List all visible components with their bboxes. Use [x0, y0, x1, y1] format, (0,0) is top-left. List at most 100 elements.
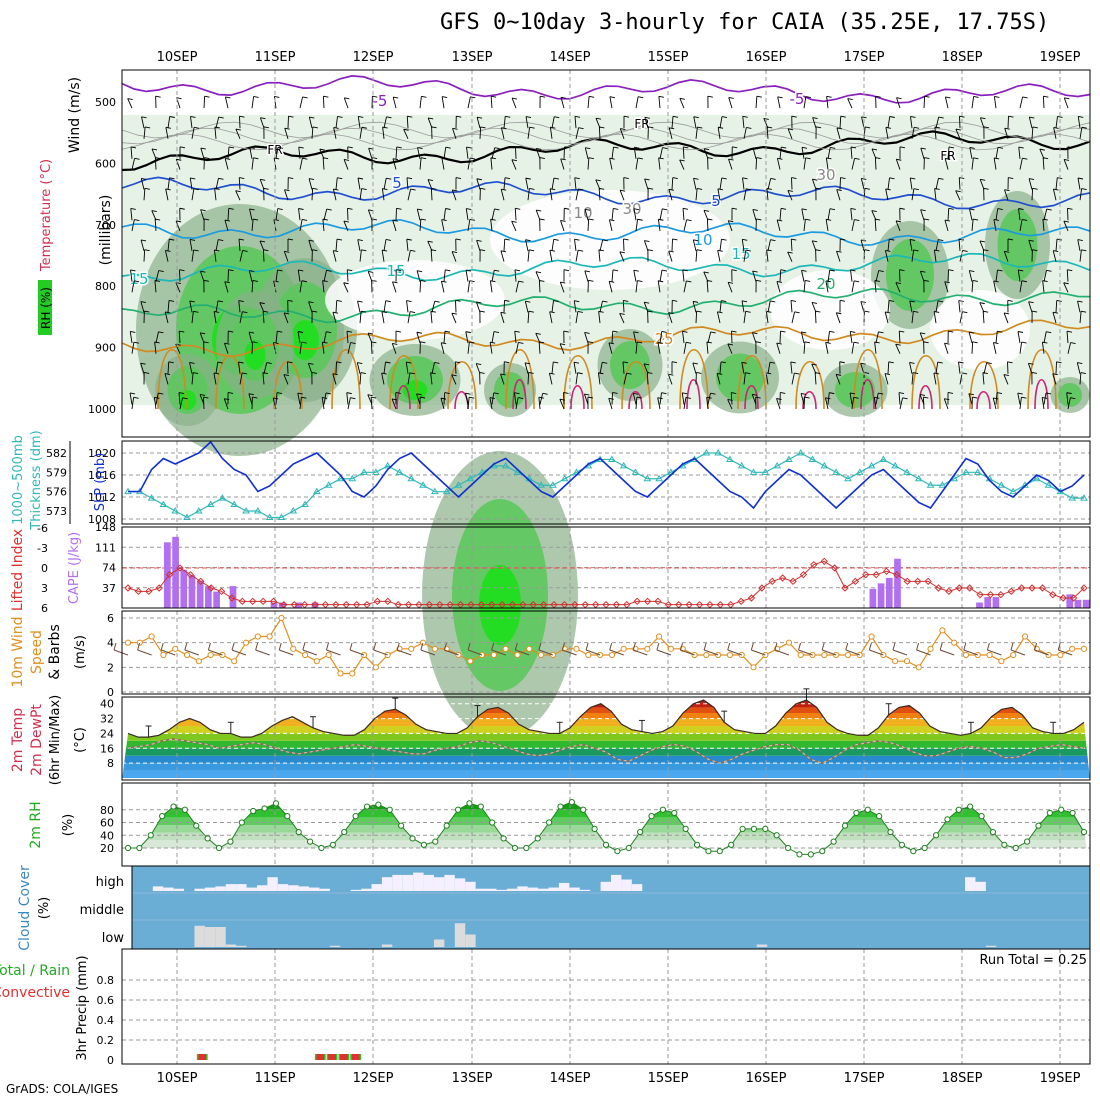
wind-barb — [392, 281, 397, 293]
wind-barb-flag — [707, 218, 713, 221]
wind-barb — [239, 311, 243, 324]
wind-barb-flag — [1081, 126, 1087, 129]
wind-barb-flag — [598, 310, 604, 313]
temp-band — [122, 770, 1090, 778]
wind-barb-flag — [1056, 299, 1062, 302]
wind-barb-flag — [1070, 397, 1076, 400]
wind10m-barb — [161, 649, 176, 656]
wind-barb — [935, 116, 940, 129]
wind-barb — [359, 372, 362, 385]
wind-barb — [527, 311, 530, 324]
wind-barb-flag — [263, 126, 269, 129]
wind-barb-flag — [801, 269, 807, 272]
wind10m-barb-flag — [373, 642, 377, 651]
wind-barb-flag — [885, 126, 891, 129]
wind-barb — [407, 188, 412, 201]
lifted-index-line-point — [197, 577, 205, 586]
wind-barb-flag — [899, 146, 906, 149]
wind10m-barb — [1034, 649, 1049, 656]
wind-barb-flag — [770, 300, 776, 303]
wind-barb-flag — [661, 269, 668, 272]
wind-barb — [467, 341, 470, 354]
wind-speed-line-point — [514, 651, 521, 659]
wind-barb-flag — [920, 147, 926, 150]
wind-barb — [993, 157, 997, 170]
wind-barb — [800, 393, 805, 405]
wind-barb — [151, 148, 157, 160]
wind-barb-flag — [203, 341, 209, 344]
wind-barb — [515, 397, 519, 410]
wind-barb-flag — [228, 269, 234, 272]
wind-barb-flag — [416, 270, 423, 273]
wind-barb-flag — [242, 311, 248, 314]
wind-barb-flag — [1007, 361, 1013, 364]
wind-barb-flag — [584, 270, 590, 273]
wind10m-barb — [1010, 649, 1026, 656]
wind-barb — [898, 392, 901, 405]
cape-bar — [172, 536, 179, 608]
wind-barb-flag — [923, 396, 929, 399]
wind-barb — [235, 128, 241, 140]
wind-barb-flag — [800, 393, 807, 395]
wind-speed-line-point — [762, 651, 769, 659]
cloud-high-bar — [298, 886, 310, 891]
wind-barb — [803, 219, 806, 231]
rh-line-point — [580, 806, 587, 813]
wind-barb — [308, 178, 313, 190]
lifted-index-line-point — [747, 594, 756, 602]
wind-barb-flag — [777, 219, 783, 222]
wind-barb — [1028, 178, 1033, 190]
wind-barb-flag — [860, 362, 866, 365]
wind-barb — [214, 126, 217, 139]
wind-barb — [259, 179, 265, 190]
wind-barb-flag — [955, 190, 961, 193]
wind-barb-flag — [141, 177, 147, 180]
rh-line-point — [591, 825, 598, 832]
x-tick-label-top: 15SEP — [648, 50, 689, 65]
lifted-index-line-point — [893, 570, 901, 579]
wind-barb — [703, 210, 709, 221]
wind-barb-flag — [490, 341, 496, 344]
cloud-side-label: Cloud Cover — [17, 865, 33, 951]
wind-barb-flag — [574, 238, 580, 241]
wind-barb-flag — [312, 187, 318, 190]
wind-barb — [791, 311, 796, 324]
wind-barb — [200, 209, 205, 221]
wind10m-barb — [184, 649, 199, 656]
rh-line-point — [170, 803, 177, 810]
wind-barb-flag — [815, 249, 821, 252]
wind-barb-flag — [501, 188, 507, 191]
wind-barb-flag — [947, 391, 954, 394]
wind-barb — [657, 219, 661, 232]
wind-barb — [825, 219, 829, 232]
thickness-y-tick: 576 — [46, 486, 67, 499]
wind-barb-flag — [812, 178, 818, 181]
wind-barb-flag — [608, 397, 614, 400]
wind-barb-flag — [553, 361, 559, 364]
wind-barb-flag — [371, 396, 377, 399]
rh-line-point — [932, 832, 940, 839]
wind-barb-flag — [1043, 157, 1049, 160]
temperature-contour-30 — [976, 390, 991, 410]
wind-barb-flag — [973, 218, 979, 221]
wind-barb-flag — [476, 301, 482, 304]
wind-barb — [706, 218, 709, 231]
wind10m-barb-flag — [727, 642, 731, 651]
wind-barb-flag — [518, 397, 524, 399]
wind-barb-flag — [129, 392, 136, 395]
wind-barb-flag — [336, 299, 342, 302]
wind-barb-flag — [417, 208, 423, 211]
wind-barb-flag — [168, 300, 175, 302]
wind-barb-flag — [644, 178, 650, 181]
wind-barb — [248, 393, 253, 405]
wind-barb-flag — [441, 157, 447, 160]
wind-barb-flag — [697, 126, 703, 129]
wind-barb-flag — [595, 179, 601, 182]
wind-barb-flag — [218, 177, 224, 180]
cape-bar — [984, 597, 992, 608]
wind-barb-flag — [962, 249, 968, 252]
wind-barb — [215, 178, 219, 190]
wind-barb — [335, 361, 337, 374]
wind-barb — [524, 301, 529, 313]
wind-barb-flag — [391, 398, 398, 401]
